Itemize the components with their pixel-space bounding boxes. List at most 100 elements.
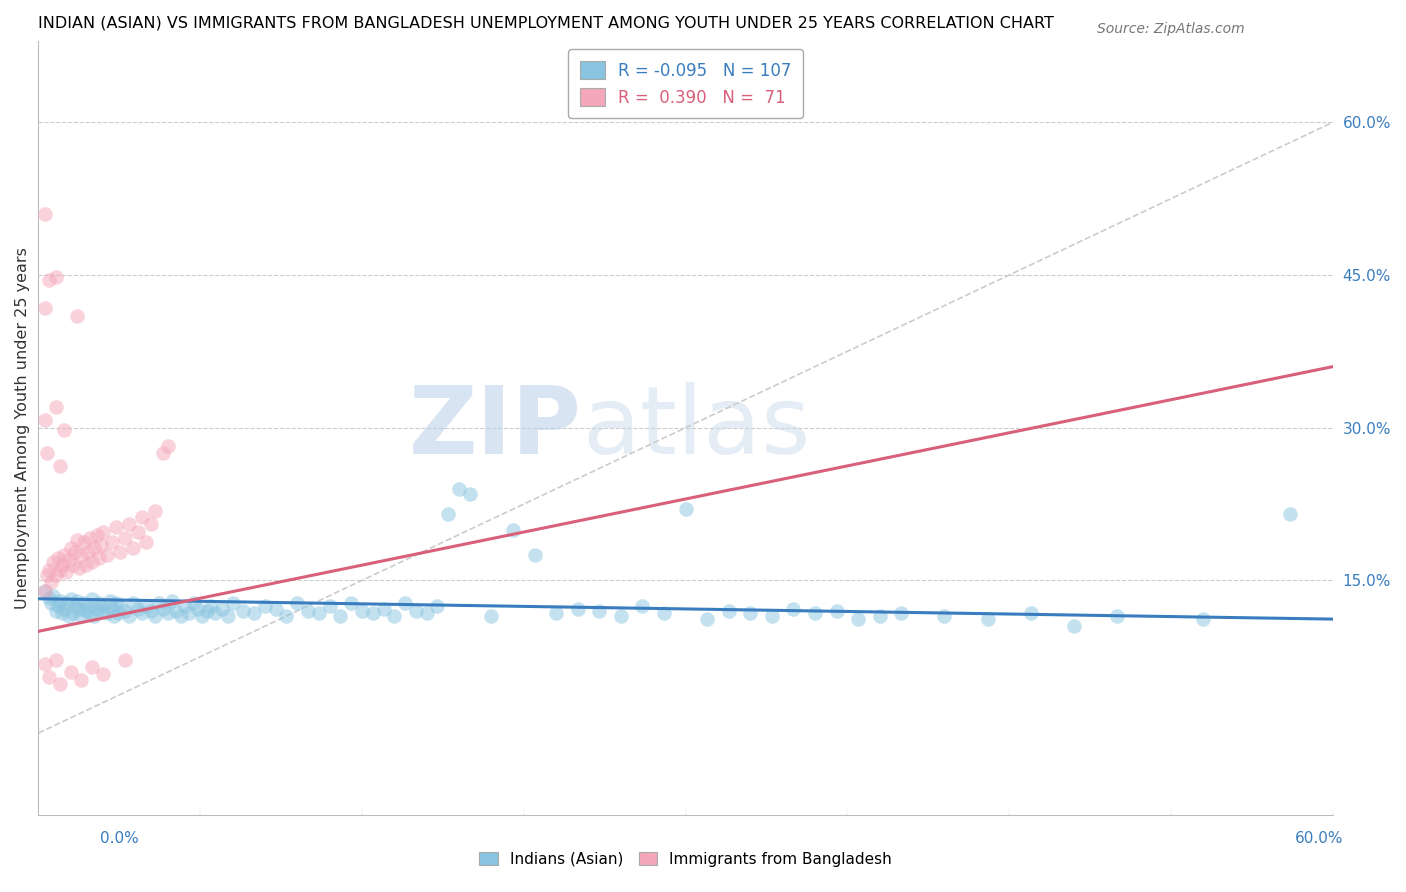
Point [72,596,94,610]
Point [59,591,82,606]
Point [479,609,502,624]
Point [1019,606,1042,620]
Point [34,412,56,426]
Point [70,609,93,624]
Point [90,538,112,552]
Text: INDIAN (ASIAN) VS IMMIGRANTS FROM BANGLADESH UNEMPLOYMENT AMONG YOUTH UNDER 25 Y: INDIAN (ASIAN) VS IMMIGRANTS FROM BANGLA… [38,15,1054,30]
Point [72,534,94,549]
Point [39,575,62,590]
Y-axis label: Unemployment Among Youth under 25 years: Unemployment Among Youth under 25 years [15,247,30,608]
Point [373,602,395,616]
Point [58,553,80,567]
Point [70,548,93,562]
Text: Source: ZipAtlas.com: Source: ZipAtlas.com [1097,22,1244,36]
Point [160,594,183,608]
Point [221,596,243,610]
Point [696,612,718,626]
Point [96,548,118,562]
Point [63,545,86,559]
Point [350,604,373,618]
Point [195,604,218,618]
Point [502,523,524,537]
Point [340,596,363,610]
Point [869,609,891,624]
Point [156,606,179,620]
Point [35,446,58,460]
Point [59,665,82,679]
Point [890,606,912,620]
Point [66,594,89,608]
Point [610,609,633,624]
Point [394,596,416,610]
Point [62,606,84,620]
Text: atlas: atlas [582,382,810,474]
Point [86,602,108,616]
Text: 60.0%: 60.0% [1295,831,1343,846]
Point [75,558,97,573]
Point [825,604,848,618]
Point [34,207,56,221]
Point [98,594,121,608]
Point [105,596,128,610]
Point [447,482,470,496]
Point [49,459,72,474]
Point [976,612,998,626]
Point [253,599,276,613]
Point [152,602,174,616]
Point [740,606,762,620]
Point [187,602,209,616]
Point [675,502,697,516]
Point [143,504,166,518]
Point [118,517,141,532]
Point [135,599,157,613]
Point [45,401,67,415]
Point [114,653,136,667]
Point [717,604,740,618]
Point [761,609,783,624]
Point [200,599,222,613]
Point [105,520,128,534]
Point [127,524,149,539]
Point [34,657,56,671]
Point [156,439,179,453]
Point [114,604,136,618]
Point [1192,612,1215,626]
Point [217,609,239,624]
Point [35,568,58,582]
Point [318,599,340,613]
Point [46,551,69,566]
Point [135,534,157,549]
Point [55,566,77,580]
Point [45,568,67,582]
Text: ZIP: ZIP [409,382,582,474]
Point [42,589,65,603]
Text: 0.0%: 0.0% [100,831,139,846]
Point [211,602,233,616]
Point [934,609,956,624]
Point [51,606,73,620]
Point [361,606,384,620]
Point [152,446,174,460]
Point [243,606,266,620]
Point [110,545,132,559]
Point [70,673,93,688]
Point [100,534,122,549]
Point [588,604,610,618]
Point [170,609,193,624]
Point [103,609,125,624]
Point [567,602,589,616]
Point [49,677,72,691]
Point [45,604,67,618]
Point [49,594,72,608]
Point [846,612,869,626]
Legend: R = -0.095   N = 107, R =  0.390   N =  71: R = -0.095 N = 107, R = 0.390 N = 71 [568,49,803,119]
Point [45,270,67,285]
Point [382,609,405,624]
Point [426,599,449,613]
Point [122,541,145,555]
Point [90,604,112,618]
Point [122,596,145,610]
Point [652,606,675,620]
Point [34,583,56,598]
Point [66,309,89,323]
